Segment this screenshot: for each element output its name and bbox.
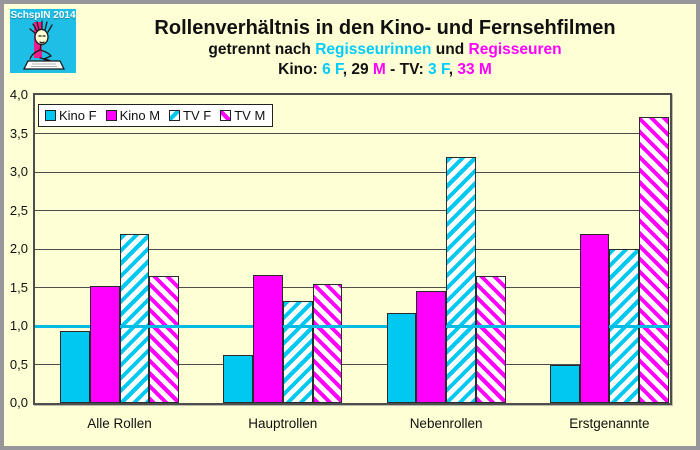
legend-label: Kino M [119,108,161,123]
legend-label: TV F [183,108,212,123]
bar-kino-m-nebenrollen [416,290,447,403]
bar-tv-m-hauptrollen [312,284,343,403]
legend-swatch-solid-magenta [105,110,117,121]
legend-item-kino-f: Kino F [45,108,97,123]
gridline-0,5 [35,364,670,365]
y-axis-tick-label: 2,5 [9,202,28,218]
chart-subtitle-1: getrennt nach Regisseurinnen und Regisse… [208,41,562,58]
gridline-3,0 [35,171,670,173]
subtitle-regisseurinnen: Regisseurinnen [315,41,432,58]
bar-kino-m-alle-rollen [89,285,120,403]
tv-m-count: 33 M [457,61,492,78]
legend-label: TV M [234,108,266,123]
gridline-2,0 [35,248,670,250]
kino-f-count: 6 F [322,61,343,78]
y-axis-tick-label: 0,5 [9,356,28,372]
bar-kino-f-alle-rollen [60,331,90,403]
gridline-3,5 [35,133,670,134]
y-axis-tick-label: 4,0 [9,87,28,102]
chart-legend: Kino F Kino M TV F TV M [38,104,274,127]
legend-label: Kino F [59,108,97,123]
x-axis-category-label: Hauptrollen [248,416,318,431]
bar-kino-f-hauptrollen [223,355,254,403]
kino-m-count: M [372,61,386,78]
y-axis-tick-label: 0,0 [9,395,28,410]
x-axis-category-label: Nebenrollen [409,416,483,431]
legend-swatch-solid-cyan [45,110,56,121]
logo-figure-illustration [22,20,66,70]
x-axis-category-label: Erstgenannte [569,416,650,431]
bar-tv-m-erstgenannte [639,116,669,403]
legend-item-tv-m: TV M [220,108,265,123]
bar-tv-f-nebenrollen [446,156,476,403]
chart-subtitle-2: Kino: 6 F, 29 M - TV: 3 F, 33 M [278,61,492,78]
legend-swatch-hatch-cyan [169,110,181,121]
reference-line-1.0 [35,324,670,328]
tv-f-count: 3 F [428,61,449,78]
gridline-1,5 [35,287,670,288]
bar-tv-m-nebenrollen [475,275,506,403]
bar-tv-f-alle-rollen [119,233,150,403]
logo-text: SchspIN 2014 [10,10,76,21]
bar-tv-m-alle-rollen [149,275,179,403]
bar-kino-f-nebenrollen [386,312,417,403]
bar-kino-m-erstgenannte [579,233,610,403]
bar-kino-f-erstgenannte [549,364,580,403]
y-axis-tick-label: 1,5 [9,279,28,295]
y-axis-tick-label: 1,0 [9,318,28,333]
y-axis-tick-label: 3,5 [9,125,28,141]
legend-item-kino-m: Kino M [105,108,161,123]
chart-titles: Rollenverhältnis in den Kino- und Fernse… [80,16,690,80]
gridline-2,5 [35,210,670,211]
subtitle-regisseuren: Regisseuren [468,41,562,58]
x-axis-category-label: Alle Rollen [87,416,152,431]
bar-tv-f-hauptrollen [282,300,313,403]
plot-area [33,93,672,405]
chart-title: Rollenverhältnis in den Kino- und Fernse… [154,17,616,39]
schspin-logo: SchspIN 2014 [10,9,76,73]
legend-item-tv-f: TV F [169,108,211,123]
y-axis-tick-label: 2,0 [9,241,28,256]
legend-swatch-hatch-magenta [220,110,232,121]
y-axis-tick-label: 3,0 [9,164,28,179]
bar-kino-m-hauptrollen [253,275,283,403]
